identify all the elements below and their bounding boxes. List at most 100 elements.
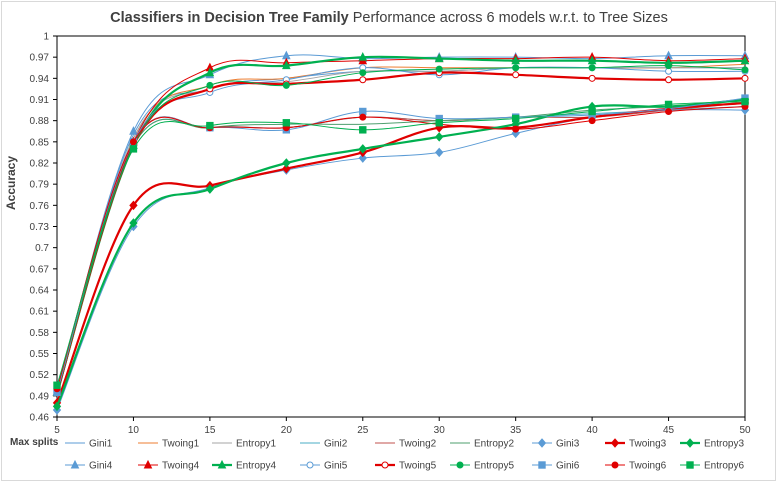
legend-item-gini3: Gini3	[532, 438, 580, 450]
legend-swatch-marker	[537, 438, 547, 448]
data-point	[435, 147, 444, 158]
x-tick-label: 10	[128, 425, 140, 436]
data-point	[664, 100, 673, 109]
y-tick-label: 0.58	[30, 328, 50, 339]
series-line	[56, 66, 745, 393]
y-tick-label: 0.52	[30, 370, 50, 381]
data-point	[511, 55, 520, 65]
series-gini1	[56, 66, 745, 393]
data-point	[282, 60, 291, 70]
legend-item-entropy6: Entropy6	[680, 461, 744, 472]
legend-swatch-marker	[686, 461, 694, 469]
legend-label: Gini4	[89, 461, 113, 472]
series-entropy2	[56, 102, 746, 396]
legend-item-gini2: Gini2	[300, 439, 348, 450]
chart-title-bold: Classifiers in Decision Tree Family	[110, 10, 349, 26]
series-entropy6	[53, 97, 749, 389]
y-tick-label: 1	[43, 32, 49, 43]
y-tick-label: 0.64	[30, 286, 50, 297]
data-point	[129, 218, 138, 228]
data-point	[512, 71, 520, 79]
data-point	[741, 74, 749, 82]
y-tick-label: 0.97	[30, 53, 50, 64]
data-point	[435, 132, 444, 142]
y-tick-label: 0.67	[30, 264, 50, 275]
data-point	[665, 67, 673, 75]
series-line	[56, 109, 746, 411]
data-point	[129, 145, 138, 153]
x-tick-label: 50	[739, 425, 751, 436]
data-point	[205, 184, 215, 194]
series-line	[56, 102, 746, 396]
legend-swatch-marker	[381, 461, 389, 469]
data-point	[52, 401, 62, 412]
legend-label: Entropy4	[236, 461, 276, 472]
legend-item-entropy1: Entropy1	[212, 439, 276, 450]
data-point	[741, 66, 749, 74]
data-point	[665, 62, 673, 70]
series-twoing2	[56, 102, 746, 396]
data-point	[665, 107, 673, 115]
data-point	[588, 107, 596, 116]
data-point	[206, 81, 214, 89]
legend-label: Entropy6	[704, 461, 744, 472]
series-gini2	[56, 106, 746, 396]
data-point	[205, 67, 215, 77]
data-point	[359, 76, 367, 84]
series-entropy1	[56, 66, 745, 393]
legend-swatch-marker	[70, 459, 80, 469]
data-point	[53, 381, 61, 389]
legend-swatch-marker	[610, 438, 620, 448]
data-point	[588, 117, 596, 125]
y-tick-label: 0.85	[30, 137, 50, 148]
y-tick-label: 0.7	[35, 243, 49, 254]
data-point	[587, 55, 597, 65]
series-entropy3	[52, 94, 750, 412]
legend-item-gini5: Gini5	[300, 461, 348, 472]
legend-label: Twoing4	[162, 461, 200, 472]
data-point	[665, 76, 673, 84]
legend-item-gini1: Gini1	[65, 439, 113, 450]
legend-label: Entropy3	[704, 439, 744, 450]
data-point	[359, 126, 367, 134]
legend-label: Entropy5	[474, 461, 514, 472]
data-point	[511, 114, 520, 123]
y-tick-label: 0.55	[30, 349, 50, 360]
legend-item-entropy5: Entropy5	[450, 461, 514, 472]
data-point	[358, 153, 367, 163]
x-tick-label: 15	[204, 425, 216, 436]
series-line	[56, 101, 746, 386]
legend-item-gini6: Gini6	[532, 461, 580, 472]
legend-swatch-marker	[143, 459, 153, 469]
legend-label: Twoing2	[399, 439, 437, 450]
legend-label: Gini3	[556, 439, 580, 450]
series-gini3	[52, 105, 750, 415]
data-point	[206, 121, 214, 130]
legend-swatch-marker	[611, 461, 619, 469]
legend-swatch-marker	[456, 461, 464, 469]
legend-item-entropy4: Entropy4	[212, 459, 276, 472]
x-tick-label: 35	[510, 425, 522, 436]
data-point	[512, 125, 520, 133]
legend-swatch-marker	[217, 459, 227, 469]
legend-label: Twoing3	[629, 439, 667, 450]
y-tick-label: 0.82	[30, 159, 50, 170]
legend-label: Gini5	[324, 461, 348, 472]
series-twoing3	[52, 98, 750, 408]
legend-item-twoing2: Twoing2	[375, 439, 437, 450]
y-tick-label: 0.46	[30, 413, 50, 424]
series-line	[56, 66, 746, 393]
legend-label: Twoing6	[629, 461, 667, 472]
chart-title-rest: Performance across 6 models w.r.t. to Tr…	[352, 10, 668, 26]
legend-swatch-marker	[538, 461, 546, 469]
x-tick-label: 45	[663, 425, 675, 436]
series-line	[55, 101, 746, 404]
x-axis-label: Max splits	[10, 437, 59, 448]
legend-item-twoing3: Twoing3	[605, 438, 667, 450]
y-tick-label: 0.91	[30, 95, 50, 106]
data-point	[282, 81, 290, 89]
data-point	[588, 74, 596, 82]
series-line	[56, 66, 745, 393]
legend-label: Gini2	[324, 439, 348, 450]
